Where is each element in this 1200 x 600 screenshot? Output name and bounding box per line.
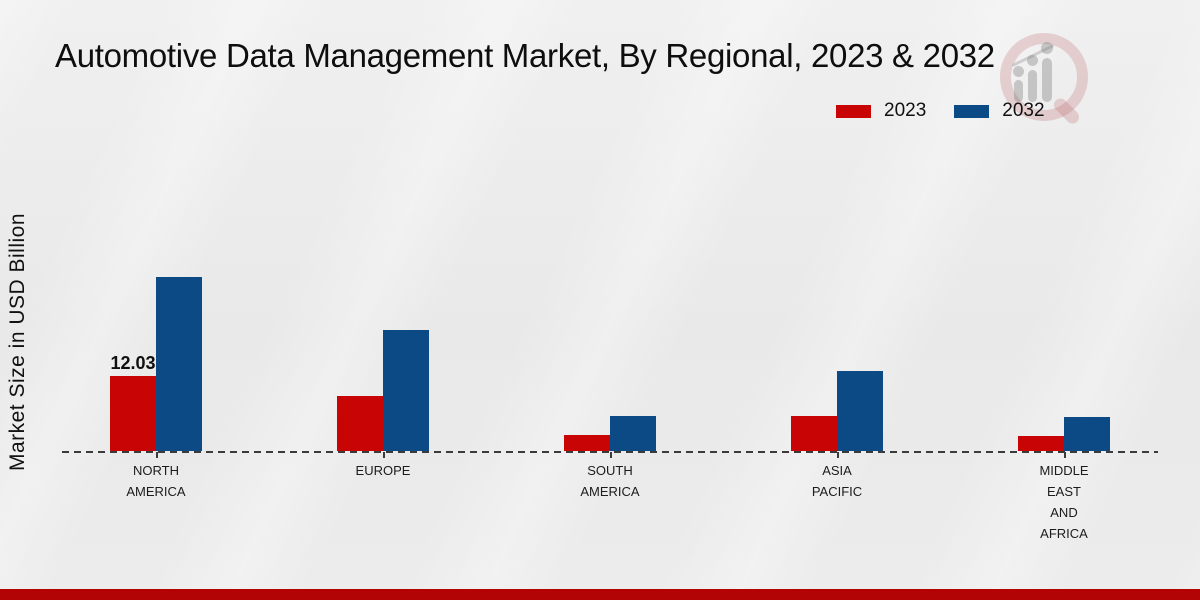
bar-2032-south-america <box>610 415 656 451</box>
magnifier-ring-icon <box>1000 33 1088 121</box>
watermark-dot-icon <box>1041 42 1053 54</box>
watermark-dot-icon <box>1027 55 1038 66</box>
legend: 2023 2032 <box>836 100 1045 122</box>
legend-item-2023: 2023 <box>836 100 926 122</box>
category-label-asia-pacific: ASIA PACIFIC <box>811 463 863 499</box>
x-axis-tick <box>156 452 158 458</box>
bar-2032-middle-east-and-africa <box>1064 416 1110 451</box>
footer-red-band <box>0 589 1200 600</box>
category-label-north-america: NORTH AMERICA <box>126 463 186 499</box>
legend-swatch-2023 <box>836 104 871 118</box>
x-axis-tick <box>837 452 839 458</box>
x-axis-baseline <box>62 451 1158 453</box>
bar-2023-asia-pacific <box>791 416 837 451</box>
legend-item-2032: 2032 <box>954 100 1045 122</box>
watermark-bar-icon <box>1028 70 1037 102</box>
category-label-europe: EUROPE <box>355 463 411 478</box>
chart-title: Automotive Data Management Market, By Re… <box>55 37 995 74</box>
legend-label: 2032 <box>1002 100 1045 121</box>
x-axis-tick <box>383 452 385 458</box>
legend-label: 2023 <box>884 100 927 121</box>
bar-2023-south-america <box>564 435 610 451</box>
bar-2023-europe <box>337 396 383 451</box>
watermark-bar-icon <box>1014 80 1023 102</box>
category-label-middle-east-and-africa: MIDDLE EAST AND AFRICA <box>1039 463 1089 541</box>
watermark-dot-icon <box>1013 66 1024 77</box>
bar-value-label: 12.03 <box>110 353 156 373</box>
watermark-logo <box>998 28 1088 127</box>
bar-2032-asia-pacific <box>837 370 883 451</box>
x-axis-tick <box>610 452 612 458</box>
bar-2023-north-america <box>110 376 156 451</box>
category-label-south-america: SOUTH AMERICA <box>580 463 640 499</box>
bar-2032-europe <box>383 330 429 451</box>
bar-2023-middle-east-and-africa <box>1018 436 1064 451</box>
y-axis-label: Market Size in USD Billion <box>6 212 29 472</box>
x-axis-tick <box>1064 452 1066 458</box>
bar-2032-north-america <box>156 277 202 451</box>
legend-swatch-2032 <box>954 104 990 118</box>
watermark-bar-icon <box>1042 58 1052 102</box>
